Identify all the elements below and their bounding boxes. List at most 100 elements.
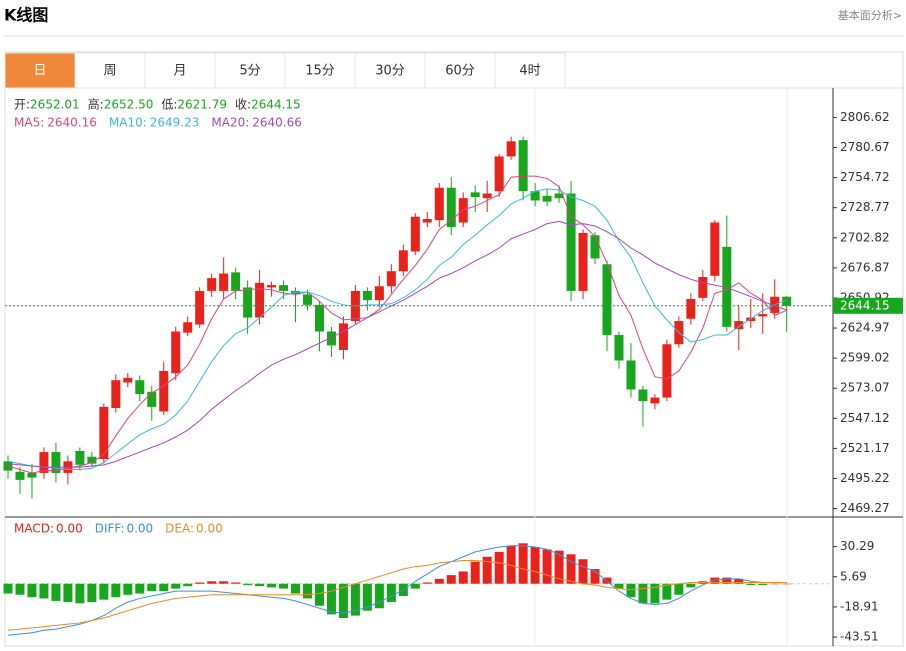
candle-body <box>698 276 708 298</box>
macd-bar <box>734 578 744 584</box>
macd-bar <box>303 583 312 599</box>
macd-bar <box>638 583 648 604</box>
chart-frame <box>4 51 904 647</box>
macd-bar <box>338 583 348 619</box>
tab-label[interactable]: 30分 <box>375 64 405 79</box>
candle-body <box>51 452 61 473</box>
candle-body <box>566 193 576 291</box>
candle-body <box>398 250 408 272</box>
candle-body <box>602 264 612 335</box>
tab[interactable] <box>4 52 76 89</box>
macd-bar <box>482 556 492 584</box>
tab[interactable] <box>284 52 356 89</box>
candle-body <box>710 222 720 276</box>
tab-label[interactable]: 日 <box>33 64 46 79</box>
tab[interactable] <box>424 52 496 89</box>
legend-value: 2640.66 <box>252 116 302 130</box>
macd-bar <box>15 583 25 595</box>
macd-bar <box>542 549 552 584</box>
candle-body <box>279 285 289 291</box>
candle-body <box>422 219 432 223</box>
candle-body <box>219 273 229 291</box>
macd-bar <box>746 583 756 585</box>
candle-body <box>39 452 49 473</box>
macd-bar <box>3 583 13 594</box>
macd-bar <box>506 545 516 584</box>
candle-body <box>626 360 636 390</box>
macd-bar <box>530 546 540 584</box>
macd-bar <box>183 583 193 587</box>
macd-bar <box>758 583 768 585</box>
candle-body <box>111 380 121 409</box>
candle-body <box>27 472 37 478</box>
candle-body <box>434 187 444 221</box>
macd-bar <box>578 559 588 584</box>
candle-body <box>255 282 265 318</box>
macd-bar <box>566 554 576 584</box>
legend-name: MACD: <box>14 522 54 536</box>
tab[interactable] <box>214 52 286 89</box>
macd-bar <box>386 583 396 603</box>
tab[interactable] <box>354 52 426 89</box>
macd-bar <box>686 583 696 588</box>
tab-label[interactable]: 15分 <box>305 64 335 79</box>
legend-value: 0.00 <box>126 522 153 536</box>
y-tick-label: -43.51 <box>840 630 879 644</box>
macd-bar <box>99 583 109 600</box>
macd-bar <box>710 577 720 584</box>
candle-body <box>326 331 336 346</box>
y-tick-label: -18.91 <box>840 599 879 613</box>
macd-line <box>7 545 787 636</box>
legend-name: DIFF: <box>95 522 125 536</box>
y-tick-label: 2521.17 <box>840 441 890 455</box>
candle-body <box>15 471 25 480</box>
candle-body <box>362 290 372 301</box>
macd-bar <box>159 583 169 592</box>
macd-bar <box>243 583 253 585</box>
legend-name: DEA: <box>165 522 194 536</box>
quote-label: 收: <box>235 98 251 112</box>
macd-bar <box>171 583 181 589</box>
y-tick-label: 2495.22 <box>840 471 890 485</box>
tab-label[interactable]: 月 <box>173 64 186 79</box>
candle-body <box>75 450 85 465</box>
y-tick-label: 2469.27 <box>840 501 890 515</box>
tab[interactable] <box>494 52 566 89</box>
candle-body <box>291 290 301 295</box>
macd-bar <box>255 583 265 587</box>
candle-body <box>99 406 109 460</box>
candle-body <box>506 141 516 157</box>
tab-label[interactable]: 5分 <box>239 64 260 79</box>
macd-bar <box>87 583 97 603</box>
macd-bar <box>722 577 732 584</box>
candle-body <box>195 290 205 325</box>
y-tick-label: 2702.82 <box>840 230 890 244</box>
quote-label: 低: <box>161 98 177 112</box>
macd-bar <box>326 583 336 615</box>
macd-bar <box>207 581 217 584</box>
macd-bar <box>350 583 360 616</box>
y-tick-label: 2599.02 <box>840 351 890 365</box>
macd-bar <box>123 583 133 595</box>
macd-bar <box>674 583 684 595</box>
macd-bar <box>374 583 384 609</box>
candle-body <box>231 272 241 291</box>
fundamental-link[interactable]: 基本面分析> <box>838 8 902 22</box>
page-title: K线图 <box>4 6 48 25</box>
macd-bar <box>75 583 85 604</box>
tab-label[interactable]: 60分 <box>445 64 475 79</box>
macd-bar <box>518 543 528 584</box>
candle-body <box>578 232 588 291</box>
candle-body <box>159 370 169 412</box>
y-tick-label: 5.69 <box>840 569 867 583</box>
quote-value: 2652.50 <box>104 98 154 112</box>
candle-body <box>758 314 768 317</box>
candle-body <box>542 195 552 202</box>
macd-bar <box>590 569 600 584</box>
macd-bar <box>494 551 504 584</box>
tab-label[interactable]: 4时 <box>519 64 540 79</box>
quote-value: 2652.01 <box>30 98 80 112</box>
legend-name: MA20: <box>211 116 249 130</box>
tab-label[interactable]: 周 <box>103 64 116 79</box>
candle-body <box>87 456 97 464</box>
